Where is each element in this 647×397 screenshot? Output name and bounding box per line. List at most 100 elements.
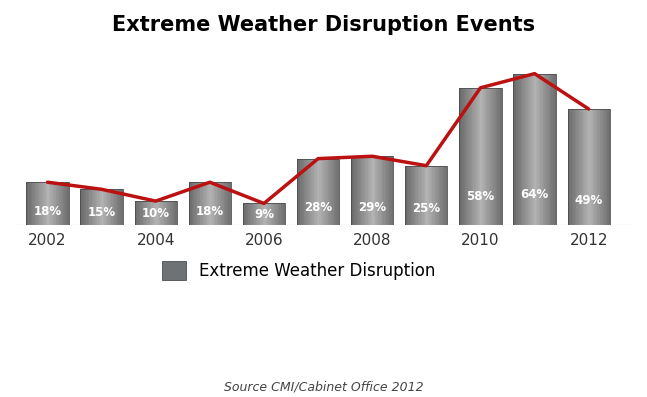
Bar <box>29 182 30 225</box>
Bar <box>85 189 86 225</box>
Bar <box>149 201 150 225</box>
Bar <box>527 73 529 225</box>
Bar <box>115 189 116 225</box>
Bar <box>534 73 536 225</box>
Bar <box>113 189 115 225</box>
Bar <box>310 159 311 225</box>
Bar <box>607 109 608 225</box>
Bar <box>368 156 369 225</box>
Text: Source CMI/Cabinet Office 2012: Source CMI/Cabinet Office 2012 <box>224 380 423 393</box>
Bar <box>107 189 109 225</box>
Bar <box>304 159 305 225</box>
Bar <box>104 189 106 225</box>
Legend: Extreme Weather Disruption: Extreme Weather Disruption <box>162 262 435 280</box>
Bar <box>433 166 435 225</box>
Bar <box>226 182 228 225</box>
Bar <box>325 159 327 225</box>
Bar <box>335 159 336 225</box>
Bar <box>283 203 285 225</box>
Bar <box>250 203 251 225</box>
Bar <box>429 166 430 225</box>
Bar <box>53 182 54 225</box>
Bar <box>166 201 167 225</box>
Bar <box>140 201 142 225</box>
Bar <box>569 109 571 225</box>
Bar <box>603 109 604 225</box>
Bar <box>576 109 577 225</box>
Bar <box>224 182 225 225</box>
Bar <box>54 182 56 225</box>
Text: 10%: 10% <box>142 208 170 220</box>
Bar <box>353 156 354 225</box>
Bar <box>308 159 310 225</box>
Bar <box>485 88 486 225</box>
Bar <box>305 159 307 225</box>
Bar <box>56 182 58 225</box>
Bar <box>384 156 385 225</box>
Bar <box>598 109 600 225</box>
Bar <box>63 182 64 225</box>
Bar <box>167 201 168 225</box>
Title: Extreme Weather Disruption Events: Extreme Weather Disruption Events <box>112 15 535 35</box>
Bar <box>189 182 231 225</box>
Bar <box>412 166 413 225</box>
Bar <box>531 73 532 225</box>
Bar <box>336 159 338 225</box>
Bar <box>111 189 113 225</box>
Bar <box>92 189 93 225</box>
Bar <box>388 156 389 225</box>
Bar <box>146 201 148 225</box>
Bar <box>405 166 406 225</box>
Bar <box>572 109 573 225</box>
Bar <box>322 159 324 225</box>
Bar <box>533 73 534 225</box>
Bar <box>542 73 543 225</box>
Bar <box>137 201 139 225</box>
Bar <box>36 182 38 225</box>
Bar <box>405 166 448 225</box>
Bar <box>465 88 466 225</box>
Bar <box>225 182 226 225</box>
Bar <box>577 109 579 225</box>
Bar <box>280 203 281 225</box>
Bar <box>109 189 110 225</box>
Bar <box>94 189 96 225</box>
Bar <box>245 203 246 225</box>
Bar <box>369 156 371 225</box>
Bar <box>540 73 542 225</box>
Bar <box>61 182 63 225</box>
Bar <box>91 189 92 225</box>
Bar <box>608 109 610 225</box>
Bar <box>391 156 392 225</box>
Bar <box>590 109 591 225</box>
Bar <box>221 182 223 225</box>
Bar <box>424 166 425 225</box>
Bar <box>307 159 308 225</box>
Bar <box>372 156 373 225</box>
Bar <box>110 189 111 225</box>
Text: 18%: 18% <box>34 204 61 218</box>
Bar <box>80 189 82 225</box>
Bar <box>135 201 136 225</box>
Bar <box>573 109 575 225</box>
Bar <box>472 88 474 225</box>
Bar <box>355 156 356 225</box>
Bar <box>430 166 432 225</box>
Bar <box>34 182 35 225</box>
Bar <box>443 166 444 225</box>
Bar <box>597 109 598 225</box>
Bar <box>444 166 446 225</box>
Bar <box>190 182 192 225</box>
Bar <box>520 73 522 225</box>
Bar <box>338 159 339 225</box>
Bar <box>116 189 117 225</box>
Bar <box>494 88 496 225</box>
Bar <box>148 201 149 225</box>
Bar <box>392 156 393 225</box>
Bar <box>66 182 67 225</box>
Bar <box>203 182 204 225</box>
Bar <box>281 203 282 225</box>
Bar <box>356 156 358 225</box>
Bar <box>567 109 610 225</box>
Bar <box>143 201 144 225</box>
